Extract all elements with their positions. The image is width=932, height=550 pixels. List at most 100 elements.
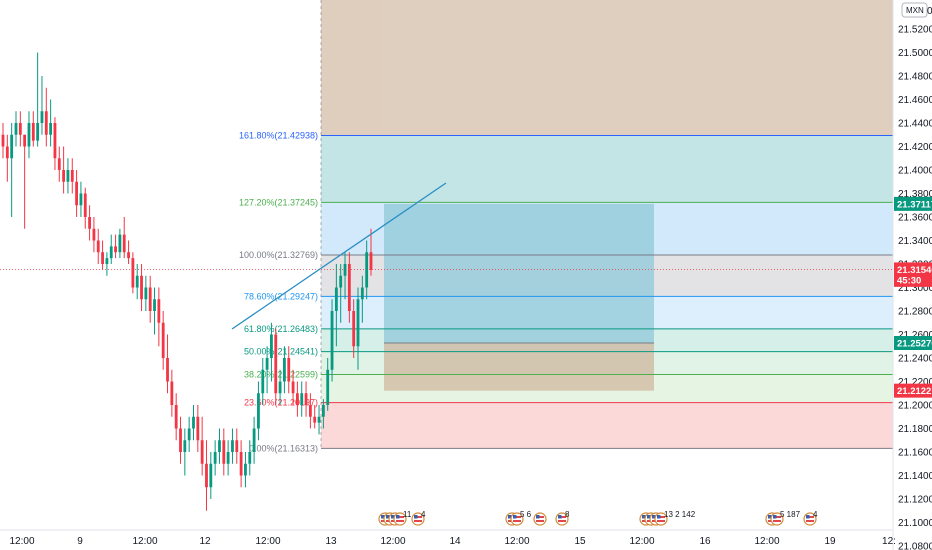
candle-body — [218, 440, 221, 452]
candle-body — [148, 287, 152, 311]
candle-body — [109, 246, 113, 259]
candle-body — [166, 358, 169, 382]
event-count-label: 8 — [565, 510, 570, 519]
candle-body — [36, 123, 40, 141]
us-flag-stripe — [773, 516, 781, 518]
us-flag-stripe — [657, 520, 665, 522]
us-flag-stripe — [414, 516, 422, 518]
price-tick-label: 21.42000 — [898, 142, 932, 153]
candle-body — [321, 405, 325, 417]
us-flag-icon[interactable] — [533, 512, 547, 526]
candle-body — [5, 146, 9, 159]
price-tick-label: 21.52000 — [898, 25, 932, 36]
candle-body — [278, 381, 282, 394]
fib-level-label: 38.20%(21.22599) — [244, 369, 318, 379]
candle-body — [352, 311, 356, 347]
price-tag — [894, 383, 932, 398]
candle-body — [365, 252, 369, 288]
candle-body — [127, 252, 130, 259]
price-tick-label: 21.10000 — [898, 518, 932, 529]
us-flag-stripe — [558, 520, 566, 522]
price-tag — [894, 196, 932, 211]
candle-body — [174, 405, 178, 429]
time-tick-label: 12 — [199, 536, 211, 547]
price-tick-label: 21.12000 — [898, 495, 932, 506]
us-flag-canton — [536, 515, 540, 519]
us-flag-stripe — [513, 520, 521, 522]
candle-body — [239, 452, 243, 476]
time-tick-label: 19 — [824, 536, 836, 547]
candle-body — [18, 123, 22, 135]
price-tick-label: 21.36000 — [898, 213, 932, 224]
fib-level-label: 23.60%(21.20197) — [244, 398, 318, 408]
candle-body — [213, 452, 217, 464]
position-stop-zone — [384, 343, 654, 391]
candle-body — [347, 264, 351, 311]
candle-body — [209, 463, 213, 488]
us-flag-canton — [657, 515, 661, 519]
candle-body — [257, 393, 260, 429]
price-tag — [894, 272, 932, 287]
fib-zone — [321, 402, 893, 449]
price-tick-label: 21.40000 — [898, 166, 932, 177]
candle-body — [308, 405, 312, 417]
candle-body — [356, 299, 360, 347]
candle-body — [66, 170, 70, 182]
price-tick-label: 21.14000 — [898, 471, 932, 482]
price-tick-label: 21.26000 — [898, 330, 932, 341]
candle-body — [31, 123, 35, 141]
time-tick-label: 12:00 — [380, 536, 405, 547]
us-flag-canton — [513, 515, 517, 519]
candle-body — [343, 264, 347, 276]
trend-line[interactable] — [231, 182, 447, 330]
time-axis[interactable]: 12:00 9 12:00 12 12:00 13 12:00 14 12:00 15 12:00 1… — [9, 536, 895, 547]
time-tick-label: 13 — [325, 536, 337, 547]
candle-body — [265, 358, 269, 370]
candle-body — [157, 299, 161, 323]
candle-body — [248, 452, 252, 464]
us-flag-stripe — [536, 516, 544, 518]
time-tick-label: 16 — [699, 536, 711, 547]
candle-body — [10, 134, 14, 159]
candle-body — [70, 170, 74, 182]
time-tick-label: 12: — [882, 536, 896, 547]
price-axis[interactable]: 21.52000 21.50000 21.48000 21.46000 21.44000… — [898, 25, 932, 550]
candle-body — [369, 252, 373, 270]
price-tick-label: 21.08000 — [898, 542, 932, 550]
candle-body — [291, 381, 295, 394]
us-flag-stripe — [806, 516, 814, 518]
us-flag-stripe — [657, 516, 665, 518]
time-tick-label: 14 — [449, 536, 461, 547]
candle-body — [1, 134, 5, 147]
us-flag-stripe — [513, 516, 521, 518]
candle-body — [226, 452, 230, 464]
candle-body — [40, 111, 44, 123]
candles — [1, 52, 373, 511]
candle-body — [88, 217, 91, 229]
price-tag-label: 21.25276 — [897, 339, 932, 350]
candle-body — [313, 416, 317, 423]
candle-body — [196, 416, 200, 441]
fib-zone — [321, 135, 893, 203]
symbol-badge[interactable]: MXN — [901, 2, 928, 18]
candle-body — [62, 170, 66, 182]
candle-body — [92, 228, 96, 241]
candle-body — [101, 252, 104, 264]
us-flag-stripe — [806, 520, 814, 522]
us-flag-canton — [386, 515, 390, 519]
us-flag-canton — [642, 515, 646, 519]
candle-body — [287, 358, 291, 382]
price-tick-label: 21.18000 — [898, 424, 932, 435]
candle-body — [235, 440, 239, 452]
candle-body — [244, 463, 247, 476]
us-flag-stripe — [396, 516, 404, 518]
time-tick-label: 12:00 — [132, 536, 157, 547]
price-tick-label: 21.34000 — [898, 236, 932, 247]
candle-body — [179, 428, 182, 452]
event-count-label: 4 — [421, 510, 426, 519]
fib-level-label: 61.80%(21.26483) — [244, 324, 318, 334]
fib-level-label: 50.00%(21.24541) — [244, 347, 318, 357]
economic-events[interactable]: 11 4 5 6 8 13 2 142 5 187 4 — [378, 510, 818, 526]
candle-body — [270, 334, 273, 358]
